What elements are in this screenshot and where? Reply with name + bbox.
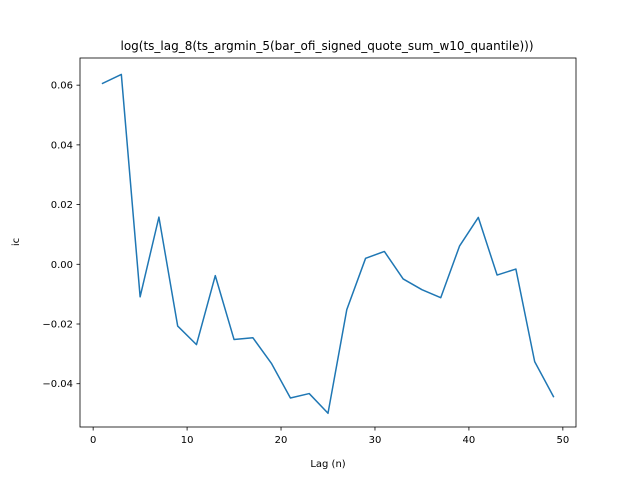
y-tick-label: 0.02 [51,200,73,211]
x-axis-ticks: 0 10 20 30 40 50 [90,427,569,446]
y-tick-label: 0.00 [51,260,73,271]
x-axis-label: Lag (n) [310,459,345,470]
plot-area [80,58,576,427]
y-tick-label: −0.04 [42,379,73,390]
x-tick-label: 10 [181,435,194,446]
y-tick-label: 0.04 [51,140,73,151]
y-tick-label: −0.02 [42,320,73,331]
plot-frame [79,57,577,428]
y-tick-label: 0.06 [51,81,73,92]
series-group [101,73,555,415]
x-tick-label: 20 [275,435,288,446]
series-line [101,73,555,415]
x-tick-label: 0 [90,435,96,446]
x-tick-label: 30 [369,435,382,446]
x-tick-label: 40 [463,435,476,446]
chart-title: log(ts_lag_8(ts_argmin_5(bar_ofi_signed_… [120,39,533,53]
y-axis-label: ic [11,238,22,246]
y-axis-ticks: −0.04 −0.02 0.00 0.02 0.04 0.06 [42,81,80,390]
x-tick-label: 50 [556,435,569,446]
